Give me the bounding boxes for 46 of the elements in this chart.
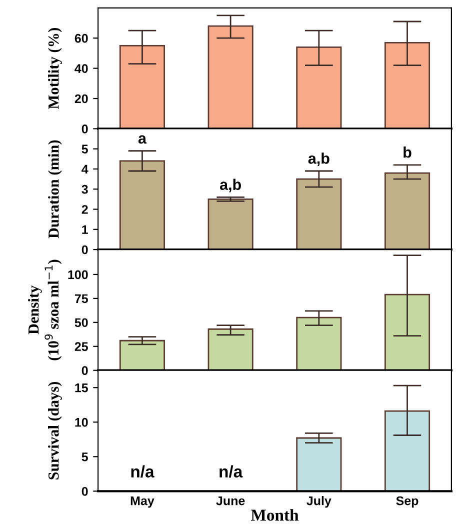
annotation: b [404, 146, 412, 158]
bar [119, 160, 165, 250]
bar [119, 340, 165, 370]
x-tick-label: May [130, 496, 154, 508]
bar [208, 198, 254, 250]
annotation: n/a [220, 465, 243, 478]
bar [208, 328, 254, 370]
y-tick-label: 1 [82, 225, 88, 234]
y-tick-label: 60 [74, 34, 88, 43]
y-tick-label: 3 [82, 184, 88, 194]
y-tick-label: 75 [74, 294, 88, 304]
y-axis-title: Density (10$^{9}$ szoa ml$^{−1}$) [28, 260, 62, 360]
annotation: a,b [308, 152, 330, 166]
bar [384, 42, 430, 129]
y-tick-label: 0 [82, 124, 88, 134]
bar [296, 316, 342, 370]
y-tick-label: 5 [82, 452, 88, 462]
x-tick-label: Sep [396, 496, 418, 508]
bar [296, 178, 342, 250]
y-axis-title: Survival (days) [48, 382, 62, 480]
x-axis-title: Month [250, 509, 299, 521]
y-tick-label: 10 [75, 418, 88, 427]
y-axis-title: Duration (min) [48, 140, 62, 238]
bar [384, 172, 430, 250]
y-tick-label: 50 [74, 318, 88, 328]
y-tick-label: 0 [82, 245, 88, 254]
y-tick-label: 100 [68, 270, 88, 280]
x-tick-label: June [216, 496, 245, 506]
y-axis-title: Motility (%) [48, 28, 62, 109]
bar [119, 44, 165, 129]
y-tick-label: 40 [74, 64, 88, 73]
bar [296, 46, 342, 129]
y-tick-label: 4 [82, 164, 88, 174]
bar [208, 25, 254, 129]
y-tick-label: 20 [74, 94, 88, 104]
bar [384, 294, 430, 370]
x-tick-label: July [306, 496, 332, 508]
y-tick-label: 25 [74, 342, 88, 352]
y-tick-label: 0 [82, 366, 88, 375]
y-tick-label: 0 [82, 486, 88, 496]
y-tick-label: 5 [82, 144, 88, 154]
annotation: n/a [131, 465, 154, 478]
y-tick-label: 2 [82, 205, 88, 214]
annotation: a [138, 135, 147, 144]
annotation: a,b [220, 178, 241, 192]
y-tick-label: 15 [75, 384, 88, 392]
